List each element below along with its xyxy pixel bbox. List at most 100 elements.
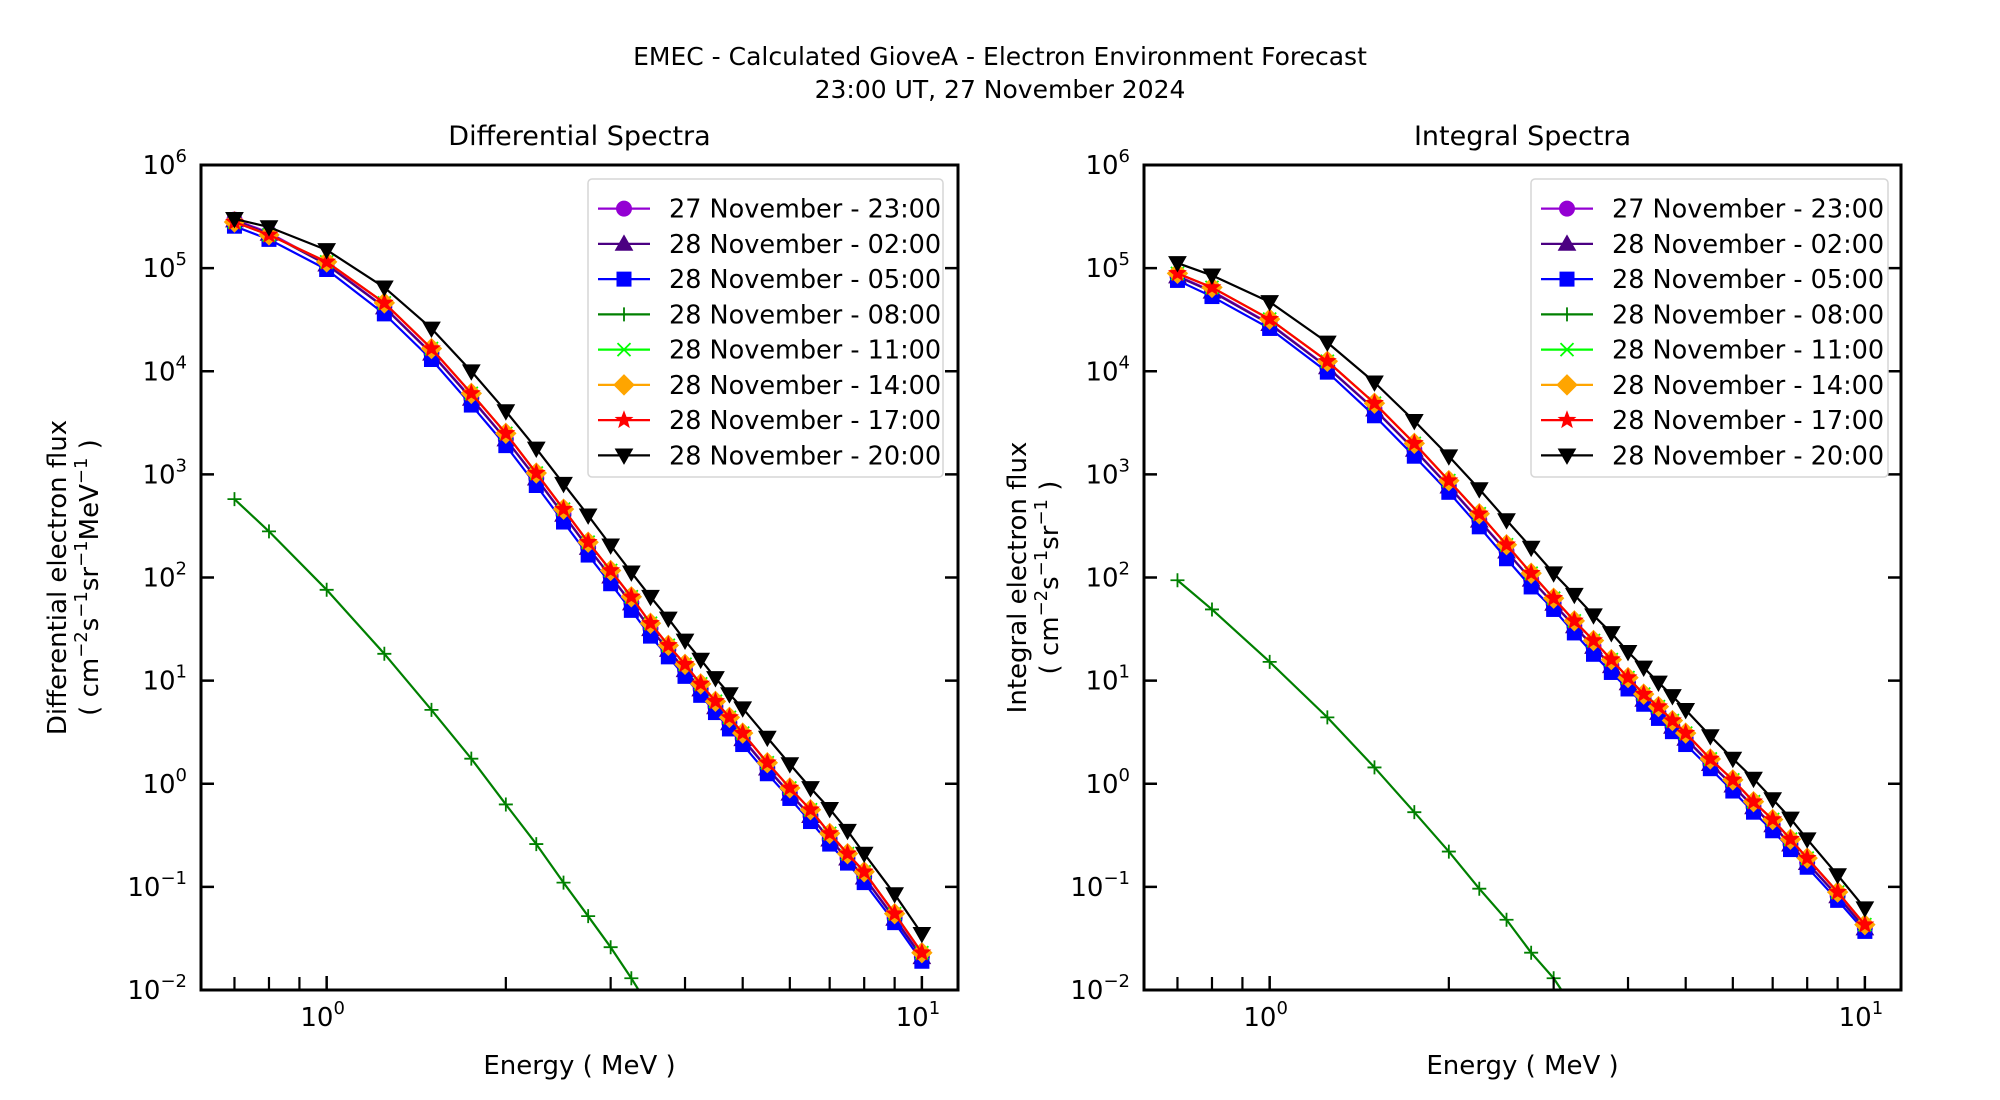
data-point-plus <box>1367 760 1382 775</box>
data-point-star <box>885 903 905 922</box>
data-point-plus <box>581 909 596 924</box>
suptitle-line-2: 23:00 UT, 27 November 2024 <box>815 75 1186 104</box>
data-point-triangle-down <box>1618 645 1638 662</box>
legend-label: 28 November - 14:00 <box>669 371 941 401</box>
series-line <box>1176 579 1563 990</box>
y-tick-label: 10−2 <box>127 971 187 1006</box>
legend-marker-diamond <box>1556 374 1578 396</box>
data-point-star <box>1634 684 1654 703</box>
data-point-triangle-down <box>641 589 660 607</box>
data-point-star <box>854 861 874 880</box>
legend-item: 28 November - 05:00 <box>1541 265 1884 295</box>
data-point-star <box>706 691 725 710</box>
data-point-star <box>1469 503 1489 522</box>
data-point-star <box>1855 914 1875 933</box>
legend-label: 28 November - 17:00 <box>1612 406 1884 436</box>
data-point-triangle-down <box>1763 792 1783 809</box>
legend-box <box>587 178 944 478</box>
y-tick-label: 104 <box>1085 352 1130 387</box>
data-point-star <box>1828 882 1848 901</box>
data-point-star <box>838 843 857 862</box>
data-point-triangle-down <box>1584 608 1603 625</box>
differential-spectra-panel: Differential Spectra Energy ( MeV ) 106 1… <box>43 121 960 1081</box>
data-point-star <box>1676 723 1696 742</box>
legend-item: 28 November - 20:00 <box>1541 441 1884 471</box>
data-point-triangle-down <box>706 671 725 688</box>
data-point-star <box>1404 433 1424 452</box>
data-point-star <box>1700 749 1720 767</box>
y-tick-label: 10−1 <box>1070 868 1130 903</box>
series-28-november-08-00 <box>227 492 640 990</box>
data-point-star <box>1781 829 1800 848</box>
data-point-plus <box>261 524 276 539</box>
data-point-triangle-down <box>621 565 641 582</box>
data-point-triangle-down <box>259 220 279 237</box>
x-tick-label: 101 <box>896 998 941 1033</box>
legend-marker-triangle-down <box>1557 448 1577 465</box>
data-point-triangle-down <box>1404 414 1424 431</box>
data-point-plus <box>424 702 439 717</box>
data-point-triangle-down <box>422 321 441 338</box>
data-point-plus <box>603 940 618 955</box>
data-point-triangle-down <box>801 781 820 798</box>
data-point-triangle-down <box>757 730 777 748</box>
y-axis-label-line-2: ( cm−2s−1sr−1 ) <box>1031 481 1065 675</box>
data-point-plus <box>1524 945 1539 960</box>
legend-item: 28 November - 08:00 <box>1541 300 1884 330</box>
legend-marker-x <box>616 342 632 357</box>
differential-panel-title: Differential Spectra <box>448 121 710 152</box>
legend-label: 28 November - 02:00 <box>1612 230 1884 260</box>
legend-box <box>1530 178 1889 478</box>
integral-legend: 27 November - 23:00 28 November - 02:00 28… <box>1530 178 1889 478</box>
data-point-triangle-down <box>317 243 337 260</box>
legend-marker-star <box>1557 410 1577 429</box>
data-point-star <box>1544 588 1564 607</box>
data-point-plus <box>377 646 392 661</box>
data-point-plus <box>498 797 513 812</box>
legend-item: 28 November - 11:00 <box>598 336 941 366</box>
data-point-triangle-down <box>1260 295 1280 312</box>
data-point-plus <box>1472 881 1487 896</box>
y-axis-label-line-1: Integral electron flux <box>1003 442 1033 714</box>
data-point-star <box>1439 470 1459 489</box>
data-point-plus <box>556 875 571 890</box>
data-point-triangle-down <box>1439 449 1459 466</box>
y-tick-label: 102 <box>142 559 187 594</box>
legend-marker-star <box>614 410 634 429</box>
differential-plot-area <box>223 210 933 990</box>
legend-item: 28 November - 08:00 <box>598 300 941 330</box>
series-28-november-08-00 <box>1170 573 1563 990</box>
legend-marker-plus <box>617 307 631 322</box>
data-point-triangle-down <box>1700 729 1720 746</box>
series-28-november-05-00 <box>1169 272 1873 939</box>
data-point-star <box>1649 696 1668 715</box>
legend-label: 28 November - 11:00 <box>669 336 941 366</box>
data-point-star <box>1521 563 1541 582</box>
legend-item: 28 November - 14:00 <box>1541 371 1884 401</box>
data-point-plus <box>319 582 334 597</box>
data-point-plus <box>1320 710 1335 725</box>
data-point-plus <box>1499 912 1514 927</box>
data-point-star <box>1663 710 1682 729</box>
data-point-triangle-down <box>578 508 598 525</box>
legend-label: 28 November - 20:00 <box>669 441 941 471</box>
data-point-star <box>912 942 932 961</box>
legend-marker-triangle-up <box>1557 234 1577 251</box>
integral-panel-title: Integral Spectra <box>1414 121 1631 152</box>
data-point-star <box>733 723 753 742</box>
data-point-star <box>422 338 441 357</box>
data-point-plus <box>1204 602 1219 617</box>
data-point-star <box>1797 848 1817 867</box>
data-point-star <box>691 673 711 692</box>
data-point-star <box>641 613 660 632</box>
data-point-triangle-down <box>885 887 904 904</box>
y-tick-label: 106 <box>1085 146 1130 181</box>
data-point-triangle-down <box>461 364 481 381</box>
legend-marker-x <box>1559 342 1575 357</box>
data-point-star <box>578 532 598 551</box>
y-tick-label: 103 <box>1085 455 1130 490</box>
data-point-triangle-down <box>658 611 678 629</box>
x-tick-label: 100 <box>1243 998 1288 1033</box>
data-point-triangle-down <box>1676 703 1696 720</box>
